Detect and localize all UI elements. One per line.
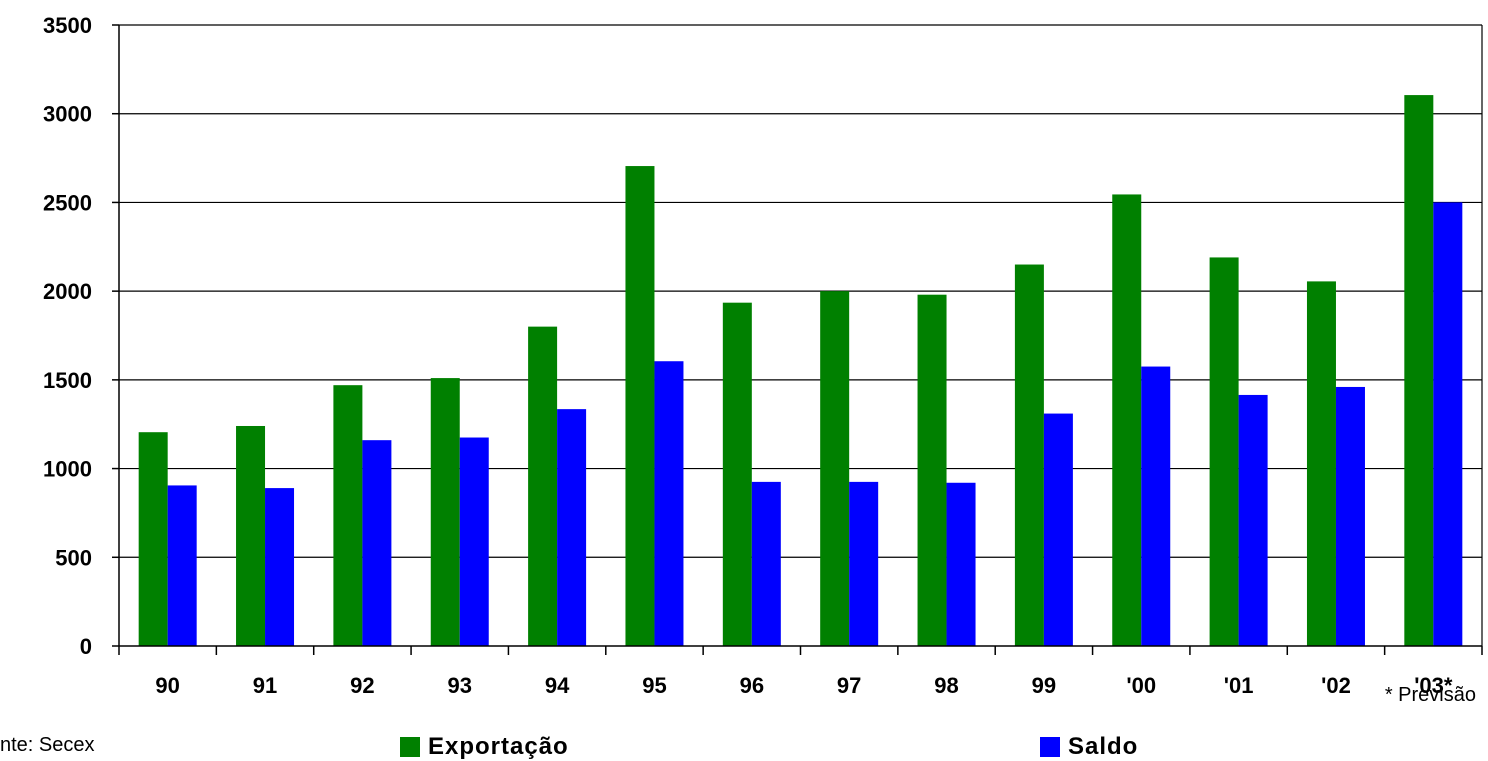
bar-saldo <box>946 482 976 646</box>
x-tick-label: 94 <box>545 673 570 698</box>
y-tick-label: 2500 <box>43 190 92 215</box>
x-tick-label: 95 <box>642 673 666 698</box>
x-tick-label: 96 <box>740 673 764 698</box>
bar-exportacao <box>138 432 168 646</box>
legend-label-saldo: Saldo <box>1068 733 1139 760</box>
y-tick-label: 3000 <box>43 102 92 127</box>
bars <box>138 95 1463 647</box>
bar-saldo <box>1433 202 1463 646</box>
bar-saldo <box>1238 394 1268 646</box>
bar-saldo <box>1335 386 1365 646</box>
bar-saldo <box>654 361 684 646</box>
bar-exportacao <box>236 425 266 646</box>
x-tick-label: 92 <box>350 673 374 698</box>
x-tick-label: 99 <box>1032 673 1056 698</box>
y-tick-label: 1500 <box>43 368 92 393</box>
bar-exportacao <box>1112 194 1142 647</box>
legend-label-exportacao: Exportação <box>428 733 569 760</box>
forecast-note: * Previsão <box>1384 684 1476 706</box>
legend-swatch-saldo <box>1040 737 1060 757</box>
bar-saldo <box>849 481 879 646</box>
x-tick-label: '02 <box>1321 673 1351 698</box>
x-tick-labels: 90 91 92 93 94 95 96 97 98 99 '00 '01 '02 '03* <box>155 673 1452 698</box>
bar-exportacao <box>625 166 655 646</box>
legend-swatch-exportacao <box>400 737 420 757</box>
y-tick-label: 2000 <box>43 279 92 304</box>
bar-exportacao <box>1404 95 1434 646</box>
x-tick-label: '03* <box>1414 673 1453 698</box>
axes <box>112 24 1483 655</box>
gridlines <box>119 24 1482 558</box>
bar-saldo <box>362 440 392 646</box>
y-tick-label: 500 <box>55 545 92 570</box>
x-tick-label: 97 <box>837 673 861 698</box>
y-tick-label: 3500 <box>43 13 92 38</box>
bar-exportacao <box>1209 257 1239 646</box>
bar-exportacao <box>1014 264 1044 646</box>
y-tick-label: 0 <box>80 634 92 659</box>
bar-exportacao <box>820 291 850 646</box>
bar-saldo <box>265 488 295 646</box>
x-tick-label: '00 <box>1126 673 1156 698</box>
bar-saldo <box>751 481 781 646</box>
bar-saldo <box>557 409 587 646</box>
bar-exportacao <box>430 378 460 646</box>
bar-exportacao <box>1306 281 1336 646</box>
x-tick-label: '01 <box>1224 673 1254 698</box>
y-tick-label: 1000 <box>43 457 92 482</box>
bar-exportacao <box>917 294 947 646</box>
x-tick-label: 93 <box>448 673 472 698</box>
bar-saldo <box>1141 366 1171 646</box>
source-note: nte: Secex <box>0 734 95 756</box>
bar-exportacao <box>333 385 363 646</box>
bar-exportacao <box>528 326 558 646</box>
x-tick-label: 98 <box>934 673 958 698</box>
legend-item-saldo: Saldo <box>1040 733 1138 761</box>
bar-saldo <box>459 437 489 646</box>
bar-saldo <box>1043 413 1073 646</box>
bar-saldo <box>167 485 197 646</box>
x-tick-label: 90 <box>155 673 179 698</box>
x-tick-label: 91 <box>253 673 277 698</box>
legend-item-exportacao: Exportação <box>400 733 569 761</box>
y-tick-labels: 0 500 1000 1500 2000 2500 3000 3500 <box>43 13 92 659</box>
bar-exportacao <box>722 302 752 646</box>
